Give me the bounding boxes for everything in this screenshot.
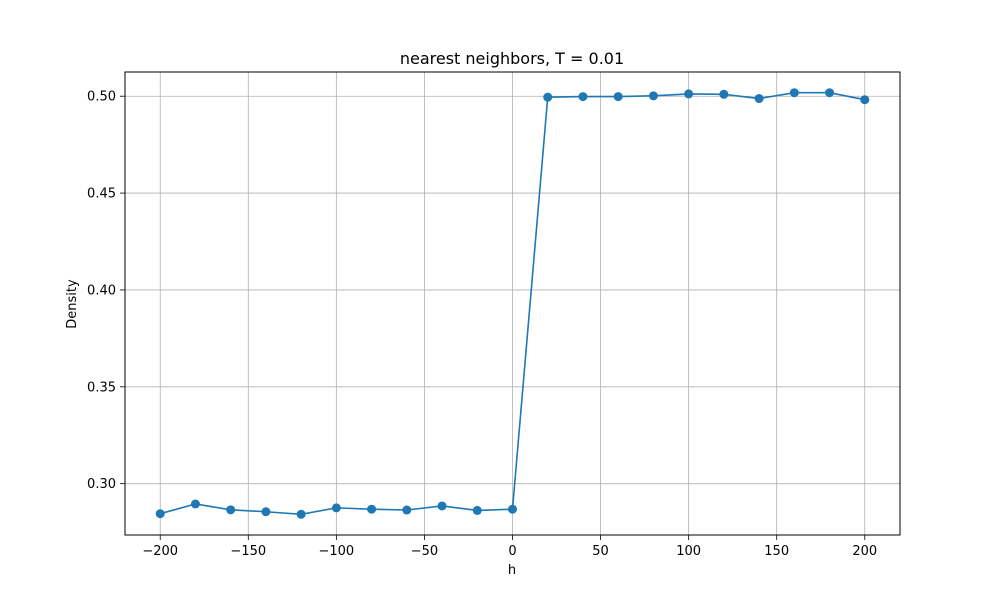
x-axis-label: h (508, 563, 516, 578)
x-tick-label: 100 (676, 544, 701, 559)
data-point (472, 505, 482, 515)
x-tick-label: −150 (230, 544, 266, 559)
data-point (578, 92, 588, 102)
data-point (296, 509, 306, 519)
series-layer (155, 88, 870, 519)
data-point (331, 503, 341, 513)
y-tick-label: 0.35 (87, 380, 116, 395)
data-point (226, 505, 236, 515)
x-tick-label: −200 (142, 544, 178, 559)
data-point (684, 89, 694, 99)
data-point (860, 95, 870, 105)
data-point (754, 94, 764, 104)
y-tick-label: 0.50 (87, 90, 116, 105)
x-tick-label: 50 (592, 544, 609, 559)
y-tick-label: 0.30 (87, 477, 116, 492)
data-point (648, 91, 658, 101)
data-point (543, 92, 553, 102)
data-point (437, 501, 447, 511)
data-point (825, 88, 835, 98)
x-tick-label: −50 (411, 544, 438, 559)
data-point (719, 89, 729, 99)
data-point (402, 505, 412, 515)
chart-title: nearest neighbors, T = 0.01 (400, 49, 624, 68)
x-tick-label: 0 (508, 544, 516, 559)
y-tick-label: 0.45 (87, 187, 116, 202)
data-point (508, 504, 517, 514)
data-point (789, 88, 799, 98)
x-tick-label: 150 (764, 544, 789, 559)
data-point (155, 509, 165, 519)
y-tick-label: 0.40 (87, 283, 116, 298)
axis-ticks: −200 −150 −100 −50 0 50 100 150 200 0.30 0.35 0.40 0… (87, 90, 877, 559)
data-point (613, 92, 623, 102)
x-tick-label: −100 (319, 544, 355, 559)
data-point (261, 507, 271, 517)
data-point (367, 504, 377, 514)
grid-lines (125, 72, 900, 535)
y-axis-label: Density (65, 279, 80, 329)
x-tick-label: 200 (852, 544, 877, 559)
data-point (190, 499, 200, 509)
